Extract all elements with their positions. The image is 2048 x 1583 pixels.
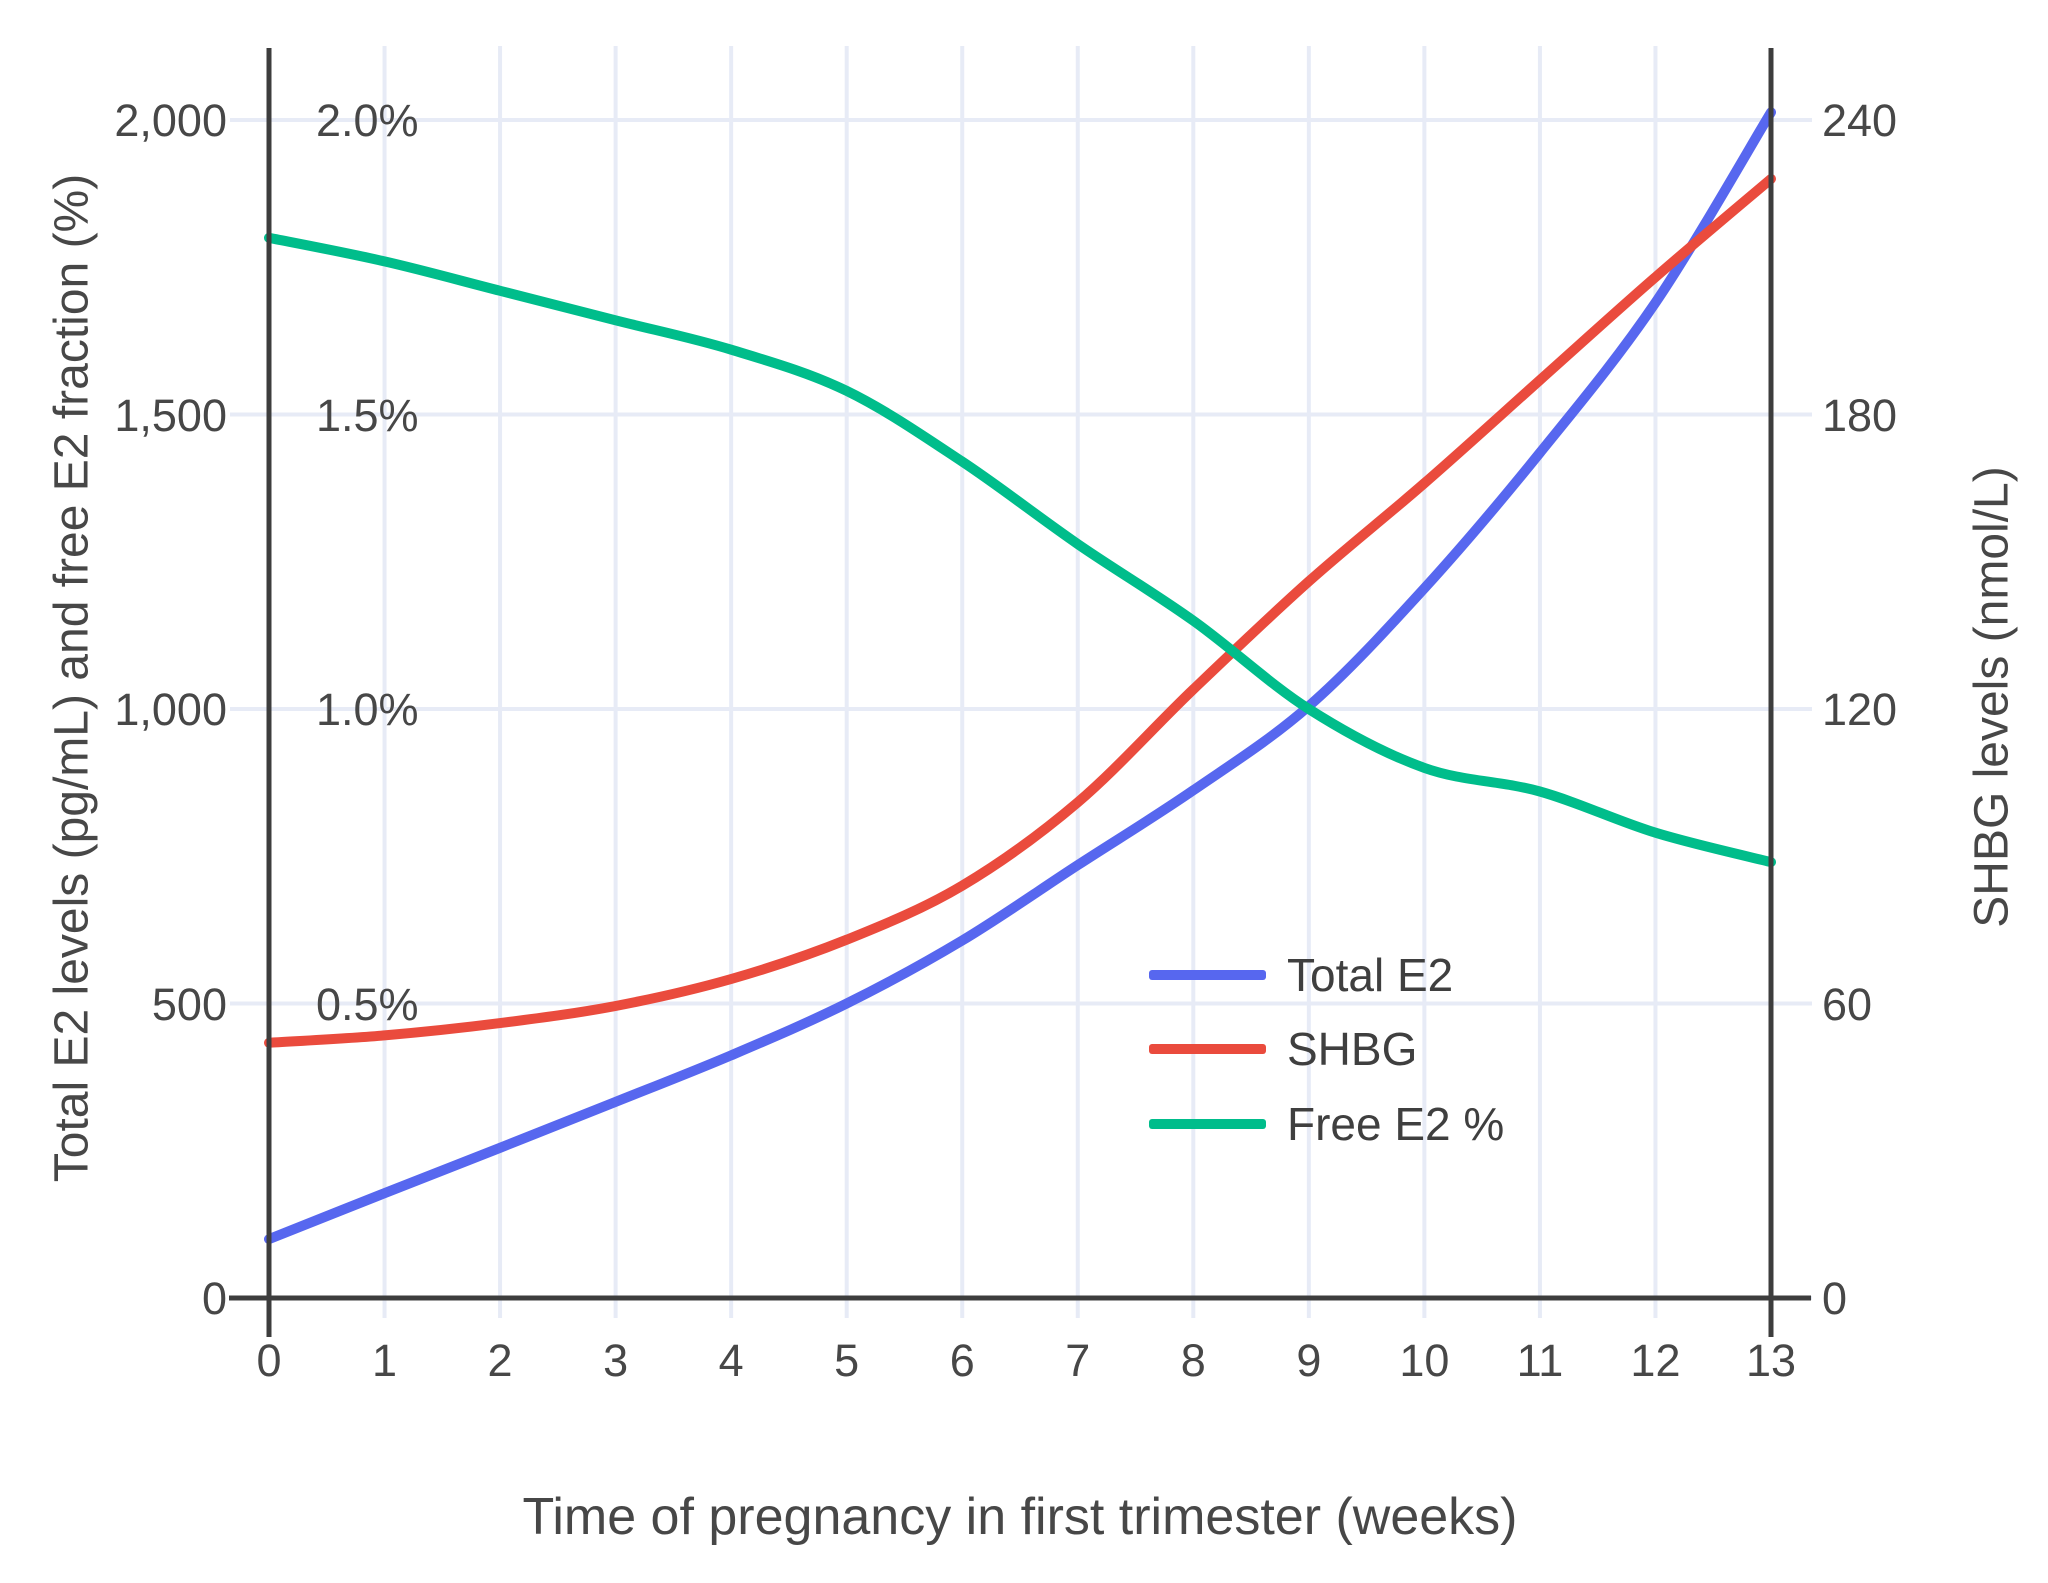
legend-label: Total E2: [1287, 949, 1454, 1001]
x-axis-tick-label: 3: [603, 1335, 629, 1386]
x-axis-tick-label: 6: [949, 1335, 975, 1386]
left-axis-tick-label: 2,000: [114, 95, 227, 146]
x-axis-tick-label: 0: [256, 1335, 282, 1386]
left-axis-tick-label: 1,500: [114, 389, 227, 441]
right-axis-tick-label: 180: [1822, 389, 1898, 441]
series-line-total-e2: [264, 107, 1776, 1245]
legend-label: Free E2 %: [1287, 1098, 1505, 1150]
percent-tick-label: 2.0%: [316, 95, 419, 146]
x-axis-tick-label: 13: [1745, 1335, 1797, 1386]
x-axis-tick-label: 7: [1065, 1335, 1091, 1386]
axes: [229, 48, 1811, 1337]
x-axis-tick-label: 4: [718, 1335, 744, 1386]
x-axis-tick-label: 11: [1516, 1335, 1564, 1386]
left-axis-tick-label: 1,000: [114, 684, 227, 735]
right-axis-title: SHBG levels (nmol/L): [1965, 466, 2019, 928]
series-line-free-e2: [264, 232, 1776, 868]
x-axis-tick-label: 8: [1180, 1335, 1206, 1386]
percent-tick-label: 1.0%: [316, 684, 419, 735]
x-axis-tick-label: 1: [372, 1335, 398, 1386]
x-axis-tick-label: 5: [834, 1335, 860, 1386]
free-e2-line-swatch: [1149, 1119, 1266, 1129]
left-axis-title: Total E2 levels (pg/mL) and free E2 frac…: [45, 173, 99, 1183]
left-axis-tick-label: 500: [151, 978, 227, 1030]
x-axis-tick-label: 10: [1399, 1335, 1450, 1386]
legend-item-shbg: SHBG: [1149, 1023, 1418, 1075]
left-axis-tick-label: 0: [201, 1273, 227, 1324]
shbg-line-swatch: [1149, 1044, 1266, 1054]
legend-label: SHBG: [1287, 1023, 1418, 1075]
x-axis-tick-label: 12: [1630, 1335, 1681, 1386]
legend-item-free-e2: Free E2 %: [1149, 1098, 1505, 1150]
percent-tick-label: 1.5%: [316, 389, 419, 441]
right-axis-tick-label: 240: [1822, 95, 1898, 146]
x-axis-tick-label: 2: [487, 1335, 513, 1386]
x-axis-tick-label: 9: [1296, 1335, 1322, 1386]
series-lines: [264, 107, 1776, 1245]
right-axis-tick-label: 120: [1822, 684, 1898, 735]
right-axis-tick-label: 60: [1822, 978, 1873, 1030]
legend-item-total-e2: Total E2: [1149, 949, 1454, 1001]
percent-tick-label: 0.5%: [316, 978, 419, 1030]
total-e2-line-swatch: [1149, 970, 1266, 980]
right-axis-tick-label: 0: [1822, 1273, 1848, 1324]
series-line-shbg: [264, 173, 1776, 1048]
gridlines: [230, 46, 1812, 1318]
x-axis-title: Time of pregnancy in first trimester (we…: [522, 1488, 1518, 1546]
